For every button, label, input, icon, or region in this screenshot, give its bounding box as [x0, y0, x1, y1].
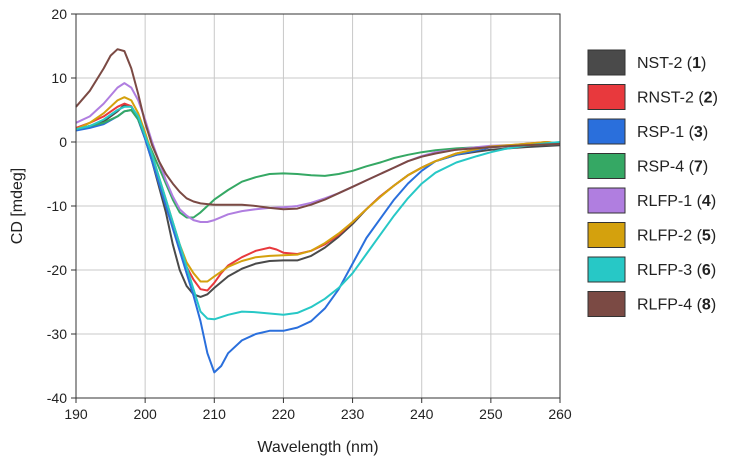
series-line-rlfp-4: [75, 48, 561, 211]
legend-swatch: [587, 187, 626, 214]
y-tick-label: 10: [51, 70, 67, 86]
y-tick-label: 0: [59, 134, 67, 150]
legend: NST-2 (1) RNST-2 (2) RSP-1 (3) RSP-4 (7) RLF…: [587, 49, 718, 317]
y-tick-label: -10: [47, 198, 67, 214]
legend-label: NST-2 (1): [637, 55, 706, 72]
legend-swatch: [587, 49, 626, 76]
x-tick-label: 190: [64, 406, 88, 422]
legend-swatch: [587, 222, 626, 248]
series-line-rlfp-2: [75, 96, 561, 283]
y-tick-label: -30: [47, 326, 67, 342]
y-tick-label: 20: [51, 6, 67, 22]
x-tick-label: 210: [203, 406, 227, 422]
legend-label: RSP-1 (3): [637, 124, 708, 141]
legend-swatch: [587, 153, 626, 179]
legend-swatch: [587, 118, 626, 145]
legend-swatch: [587, 291, 626, 317]
x-tick-label: 220: [272, 406, 296, 422]
grid: [75, 13, 561, 399]
legend-label: RLFP-4 (8): [637, 297, 716, 314]
legend-label: RLFP-1 (4): [637, 193, 716, 210]
x-tick-label: 240: [410, 406, 434, 422]
y-axis-label: CD [mdeg]: [9, 168, 26, 244]
y-tick-label: -20: [47, 262, 67, 278]
x-tick-label: 260: [548, 406, 572, 422]
legend-label: RSP-4 (7): [637, 159, 708, 176]
legend-swatch: [587, 256, 626, 283]
y-tick-label: -40: [47, 390, 67, 406]
series-lines: [75, 48, 561, 374]
legend-swatch: [587, 84, 626, 110]
x-tick-label: 230: [341, 406, 365, 422]
legend-label: RLFP-3 (6): [637, 262, 716, 279]
y-axis-ticks: 20 10 0 -10 -20 -30 -40: [47, 6, 76, 406]
x-tick-label: 250: [479, 406, 503, 422]
legend-label: RLFP-2 (5): [637, 228, 716, 245]
x-axis-ticks: 190 200 210 220 230 240 250 260: [64, 398, 572, 422]
series-line-rlfp-3: [75, 105, 561, 321]
x-axis-label: Wavelength (nm): [257, 439, 378, 456]
x-tick-label: 200: [133, 406, 157, 422]
legend-label: RNST-2 (2): [637, 90, 718, 107]
